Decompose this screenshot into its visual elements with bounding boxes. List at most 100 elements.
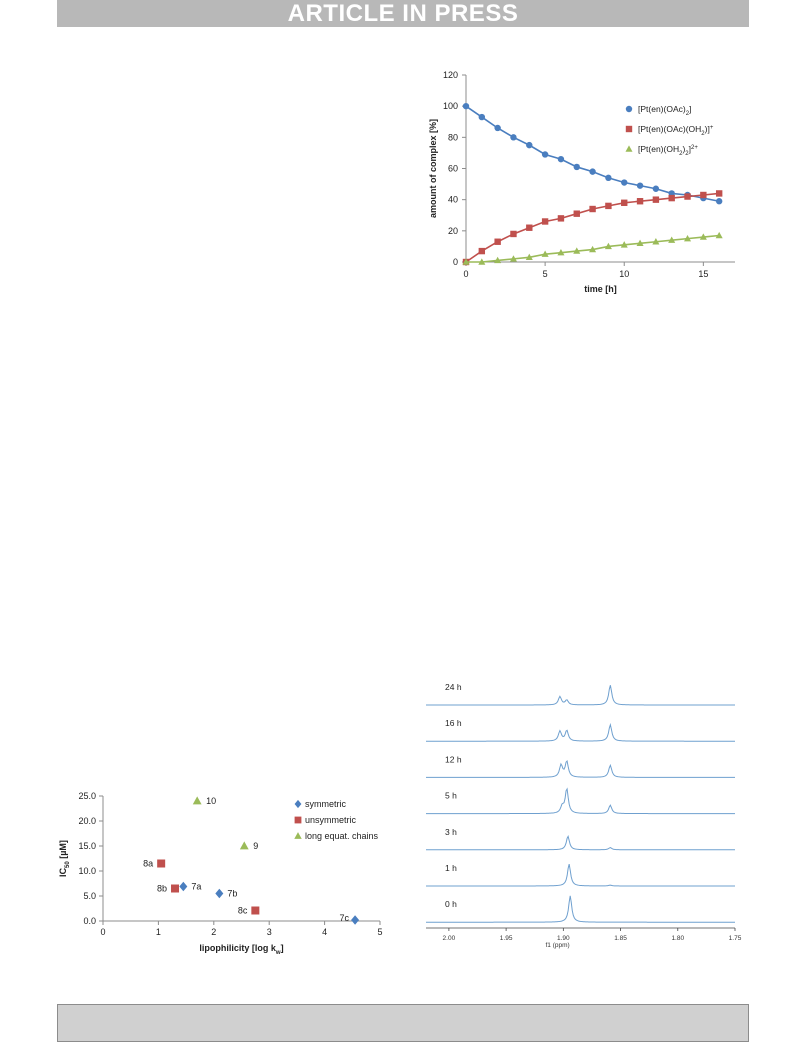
data-point <box>557 215 565 222</box>
data-point <box>478 247 486 255</box>
trace-label: 12 h <box>445 754 462 764</box>
data-point <box>636 182 644 189</box>
data-point <box>605 202 612 210</box>
data-label: 9 <box>253 841 258 851</box>
y-tick-label: 80 <box>448 132 458 142</box>
data-label: 7c <box>340 913 350 923</box>
data-point <box>652 238 660 245</box>
data-point <box>171 884 180 893</box>
data-point <box>573 247 581 254</box>
data-point <box>525 253 533 261</box>
data-point <box>715 190 723 197</box>
spectrum-trace <box>426 787 735 815</box>
x-tick-label: 4 <box>322 927 327 937</box>
data-point <box>573 163 580 171</box>
footer-box <box>57 1004 749 1042</box>
y-tick-label: 0.0 <box>83 916 96 926</box>
kinetics-line-chart: 0 20 40 60 80 100 120 0 5 10 15 time [h] amount of c… <box>428 70 735 294</box>
data-point <box>589 245 597 253</box>
y-tick-label: 5.0 <box>83 891 96 901</box>
x-tick-label: 5 <box>543 269 548 279</box>
data-point <box>620 241 628 248</box>
data-point <box>192 796 202 805</box>
data-point <box>636 198 644 205</box>
data-point <box>636 239 644 247</box>
y-tick-label: 20.0 <box>78 816 96 826</box>
data-point <box>557 155 565 163</box>
legend-label: [Pt(en)(OAc)(OH2)]+ <box>638 124 714 137</box>
data-point <box>526 141 533 149</box>
spectrum-trace <box>426 863 735 887</box>
data-point <box>251 906 260 915</box>
data-point <box>589 168 596 175</box>
x-tick-label: 2 <box>211 927 216 937</box>
y-tick-label: 100 <box>443 101 458 111</box>
data-point <box>494 256 502 264</box>
x-tick-label: 1.80 <box>671 935 684 942</box>
trace-label: 3 h <box>445 827 457 837</box>
x-axis-label: f1 (ppm) <box>546 942 570 949</box>
trace-label: 0 h <box>445 899 457 909</box>
x-tick-label: 1.95 <box>500 935 513 942</box>
data-label: 8c <box>238 906 248 916</box>
data-point <box>462 258 470 265</box>
legend-marker <box>625 105 633 113</box>
data-point <box>699 233 707 240</box>
data-point <box>621 179 628 186</box>
data-point <box>605 174 612 182</box>
legend-label: [Pt(en)(OH2)2]2+ <box>638 144 698 157</box>
data-point <box>621 199 628 206</box>
data-point <box>510 230 517 238</box>
legend-label: unsymmetric <box>305 815 357 825</box>
trace-label: 1 h <box>445 863 457 873</box>
spectrum-trace <box>426 834 735 851</box>
data-point <box>652 196 660 203</box>
data-point <box>589 205 596 213</box>
data-point <box>478 113 486 121</box>
y-tick-label: 20 <box>448 226 458 236</box>
y-tick-label: 15.0 <box>78 841 96 851</box>
data-point <box>215 888 224 899</box>
data-point <box>478 258 486 265</box>
y-tick-label: 40 <box>448 195 458 205</box>
data-point <box>157 859 166 868</box>
ic50-lipophilicity-scatter-chart: 0.0 5.0 10.0 15.0 20.0 25.0 0 1 2 3 4 5 lipophilicit… <box>58 791 383 956</box>
data-label: 7a <box>191 882 201 892</box>
data-point <box>573 210 580 217</box>
x-axis-label: time [h] <box>584 284 617 294</box>
x-tick-label: 1.85 <box>614 935 627 942</box>
x-tick-label: 10 <box>619 269 629 279</box>
data-point <box>668 194 675 202</box>
data-point <box>179 881 188 892</box>
legend-marker <box>294 799 302 809</box>
y-tick-label: 0 <box>453 257 458 267</box>
legend-marker <box>625 145 633 152</box>
trace-label: 16 h <box>445 718 462 728</box>
legend-label: [Pt(en)(OAc)2] <box>638 104 691 117</box>
data-point <box>462 102 470 110</box>
y-tick-label: 10.0 <box>78 866 96 876</box>
article-in-press-banner: ARTICLE IN PRESS <box>57 0 749 27</box>
nmr-stacked-spectra: 2.00 1.95 1.90 1.85 1.80 1.75 f1 (ppm) 24 h 16 h… <box>426 682 742 949</box>
x-tick-label: 0 <box>463 269 468 279</box>
y-axis-label: IC50 [µM] <box>58 840 71 877</box>
data-point <box>494 238 501 245</box>
data-point <box>700 191 707 199</box>
y-axis-label: amount of complex [%] <box>428 119 438 218</box>
legend-label: long equat. chains <box>305 831 379 841</box>
data-point <box>668 236 676 243</box>
trace-label: 5 h <box>445 791 457 801</box>
x-tick-label: 2.00 <box>443 935 456 942</box>
x-tick-label: 1.75 <box>729 935 742 942</box>
spectrum-trace <box>426 722 735 742</box>
data-label: 8a <box>143 859 153 869</box>
legend-marker <box>625 125 633 133</box>
spectrum-trace <box>426 760 735 778</box>
spectrum-trace <box>426 895 735 923</box>
y-tick-label: 120 <box>443 70 458 80</box>
y-tick-label: 25.0 <box>78 791 96 801</box>
data-label: 8b <box>157 884 167 894</box>
data-label: 10 <box>206 796 216 806</box>
x-tick-label: 5 <box>377 927 382 937</box>
legend-marker <box>294 816 302 824</box>
